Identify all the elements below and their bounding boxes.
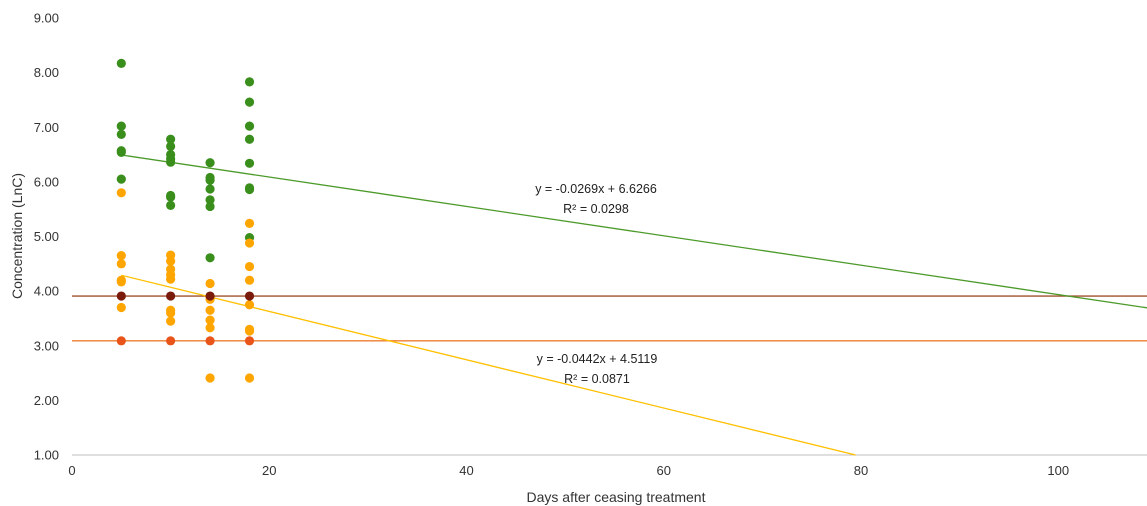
trendline-r2: R² = 0.0298 [563, 202, 629, 216]
x-tick-label: 40 [459, 463, 473, 478]
data-point [166, 141, 176, 151]
data-point [205, 315, 215, 325]
data-point [166, 200, 176, 210]
data-point [166, 308, 176, 318]
data-points [116, 58, 255, 383]
x-tick-label: 0 [68, 463, 75, 478]
y-axis-title: Concentration (LnC) [9, 173, 25, 299]
data-point [244, 238, 255, 248]
data-point [166, 291, 176, 301]
data-point [244, 373, 255, 383]
x-tick-labels: 0 20 40 60 80 100 [68, 463, 1069, 478]
data-point [244, 77, 255, 87]
data-point [244, 158, 255, 168]
data-point [244, 275, 255, 285]
data-point [205, 323, 215, 333]
x-tick-label: 20 [262, 463, 276, 478]
y-tick-label: 2.00 [34, 393, 59, 408]
data-point [166, 256, 176, 266]
trendline [121, 154, 1147, 309]
data-point [205, 291, 215, 301]
y-tick-label: 5.00 [34, 229, 59, 244]
x-tick-label: 60 [657, 463, 671, 478]
data-point [116, 291, 126, 301]
trendline-equation: y = -0.0442x + 4.5119 [537, 352, 658, 366]
y-tick-label: 9.00 [34, 11, 59, 26]
data-point [244, 326, 255, 336]
data-point [205, 175, 215, 185]
data-point [166, 192, 176, 202]
data-point [244, 218, 255, 228]
data-point [244, 300, 255, 310]
x-tick-label: 80 [854, 463, 868, 478]
data-point [116, 277, 126, 287]
data-point [205, 158, 215, 168]
trendline [121, 274, 856, 456]
y-tick-label: 7.00 [34, 120, 59, 135]
trendlines [121, 154, 1147, 456]
data-point [244, 121, 255, 131]
data-point [205, 195, 215, 205]
data-point [116, 58, 126, 68]
data-point [116, 302, 126, 313]
data-point [116, 259, 126, 269]
data-point [166, 316, 176, 326]
data-point [244, 291, 255, 301]
data-point [244, 134, 255, 144]
y-tick-labels: 1.00 2.00 3.00 4.00 5.00 6.00 7.00 8.00 9.00 [34, 11, 59, 463]
data-point [244, 336, 255, 346]
data-point [166, 336, 176, 346]
y-tick-label: 4.00 [34, 284, 59, 299]
data-point [116, 129, 126, 139]
y-tick-label: 1.00 [34, 448, 59, 463]
data-point [205, 253, 215, 263]
data-point [205, 184, 215, 194]
data-point [205, 336, 215, 346]
data-point [205, 278, 215, 289]
x-tick-label: 100 [1047, 463, 1069, 478]
trendline-equation: y = -0.0269x + 6.6266 [535, 182, 657, 196]
data-point [116, 147, 126, 157]
data-point [116, 336, 126, 346]
data-point [244, 97, 255, 107]
data-point [116, 174, 126, 184]
x-axis-title: Days after ceasing treatment [527, 489, 706, 505]
data-point [205, 305, 215, 315]
data-point [205, 201, 215, 212]
data-point [116, 188, 126, 198]
y-tick-label: 6.00 [34, 174, 59, 189]
trendline-equations: y = -0.0269x + 6.6266 R² = 0.0298 y = -0.0… [535, 182, 657, 386]
data-point [166, 134, 176, 144]
y-tick-label: 8.00 [34, 65, 59, 80]
data-point [116, 251, 126, 261]
trendline-r2: R² = 0.0871 [564, 372, 630, 386]
data-point [205, 373, 215, 383]
data-point [166, 157, 176, 167]
data-point [244, 261, 255, 272]
data-point [166, 274, 176, 284]
data-point [116, 121, 126, 131]
data-point [244, 184, 255, 195]
y-tick-label: 3.00 [34, 338, 59, 353]
